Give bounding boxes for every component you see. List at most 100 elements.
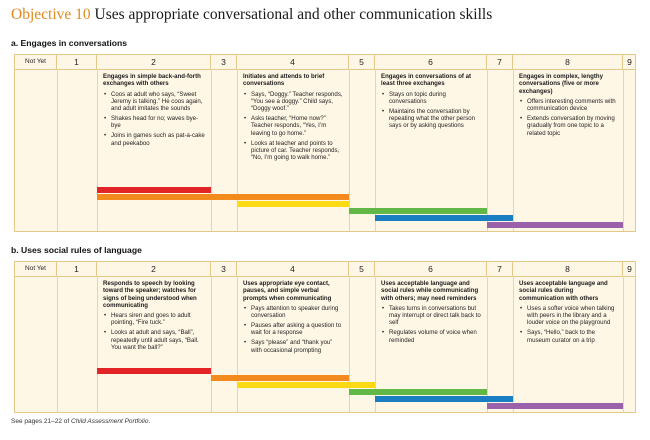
example-item: Offers interesting comments with communi… xyxy=(520,98,617,113)
progression-band-purple xyxy=(487,222,623,228)
column-header-4: 4 xyxy=(237,55,349,69)
objective-title-line: Objective 10 Uses appropriate conversati… xyxy=(11,6,492,24)
objective-title: Uses appropriate conversational and othe… xyxy=(94,6,493,23)
progression-band-blue xyxy=(375,396,513,402)
column-divider xyxy=(513,276,514,412)
descriptor-a-4: Engages in complex, lengthy conversation… xyxy=(519,73,617,140)
example-item: Looks at adult and says, “Ball”, repeate… xyxy=(104,329,205,351)
column-header-3: 3 xyxy=(211,55,237,69)
column-header-5: 5 xyxy=(349,262,375,276)
column-header-7: 7 xyxy=(487,55,513,69)
column-divider xyxy=(57,69,58,231)
progression-band-orange xyxy=(97,194,349,200)
descriptor-heading: Engages in complex, lengthy conversation… xyxy=(519,73,603,95)
section-heading-b: b. Uses social rules of language xyxy=(11,245,142,255)
footer-prefix: See pages 21–22 of xyxy=(11,418,71,425)
column-divider xyxy=(375,69,376,231)
example-item: Shakes head for no; waves bye-bye xyxy=(104,115,205,130)
progression-band-red xyxy=(97,187,211,193)
footer-suffix: . xyxy=(148,418,151,425)
column-header-6: 6 xyxy=(375,55,487,69)
column-divider xyxy=(349,69,350,231)
progression-band-yellow xyxy=(237,201,349,207)
column-divider xyxy=(97,69,98,231)
column-divider xyxy=(623,276,624,412)
example-list: Says, “Doggy.” Teacher responds, “You se… xyxy=(243,91,343,162)
column-header-3: 3 xyxy=(211,262,237,276)
descriptor-heading: Responds to speech by looking toward the… xyxy=(103,280,197,309)
progression-table-b: Not Yet 1 2 3 4 5 6 7 8 9 Responds to speech by l… xyxy=(14,261,636,413)
descriptor-heading: Initiates and attends to brief conversat… xyxy=(243,73,325,88)
objective-label: Objective 10 xyxy=(11,6,91,23)
progression-band-green xyxy=(349,389,487,395)
example-list: Offers interesting comments with communi… xyxy=(519,98,617,137)
column-header-9: 9 xyxy=(627,57,632,67)
descriptor-heading: Engages in conversations of at least thr… xyxy=(381,73,472,88)
column-divider xyxy=(97,276,98,412)
example-item: Says, “Doggy.” Teacher responds, “You se… xyxy=(244,91,343,113)
column-header-5: 5 xyxy=(349,55,375,69)
example-item: Regulates volume of voice when reminded xyxy=(382,329,481,344)
column-header-row: Not Yet 1 2 3 4 5 6 7 8 9 xyxy=(15,55,635,70)
column-header-6: 6 xyxy=(375,262,487,276)
progression-band-red xyxy=(97,368,211,374)
example-list: Uses a softer voice when talking with pe… xyxy=(519,305,617,344)
descriptor-a-1: Engages in simple back-and-forth exchang… xyxy=(103,73,205,149)
example-list: Coos at adult who says, “Sweet Jeremy is… xyxy=(103,91,205,147)
column-divider xyxy=(211,276,212,412)
descriptor-heading: Uses acceptable language and social rule… xyxy=(381,280,479,302)
column-divider xyxy=(487,276,488,412)
progression-table-a: Not Yet 1 2 3 4 5 6 7 8 9 Engages in simple back-… xyxy=(14,54,636,232)
descriptor-b-1: Responds to speech by looking toward the… xyxy=(103,280,205,354)
column-header-4: 4 xyxy=(237,262,349,276)
example-item: Joins in games such as pat-a-cake and pe… xyxy=(104,132,205,147)
descriptor-b-4: Uses acceptable language and social rule… xyxy=(519,280,617,347)
descriptor-a-3: Engages in conversations of at least thr… xyxy=(381,73,481,132)
example-item: Uses a softer voice when talking with pe… xyxy=(520,305,617,327)
example-item: Hears siren and goes to adult pointing, … xyxy=(104,312,205,327)
column-header-9: 9 xyxy=(627,264,632,274)
column-divider xyxy=(375,276,376,412)
example-list: Pays attention to speaker during convers… xyxy=(243,305,343,354)
example-list: Stays on topic during conversations Main… xyxy=(381,91,481,130)
column-header-2: 2 xyxy=(97,55,211,69)
section-heading-a: a. Engages in conversations xyxy=(11,38,128,48)
descriptor-heading: Uses appropriate eye contact, pauses, an… xyxy=(243,280,332,302)
progression-band-blue xyxy=(375,215,513,221)
footer-portfolio-title: Child Assessment Portfolio xyxy=(71,418,149,425)
descriptor-heading: Uses acceptable language and social rule… xyxy=(519,280,608,302)
column-divider xyxy=(57,276,58,412)
column-divider xyxy=(237,69,238,231)
progression-band-yellow xyxy=(237,382,375,388)
column-divider xyxy=(349,276,350,412)
descriptor-heading: Engages in simple back-and-forth exchang… xyxy=(103,73,201,88)
descriptor-b-3: Uses acceptable language and social rule… xyxy=(381,280,481,347)
footer-note: See pages 21–22 of Child Assessment Port… xyxy=(11,418,150,425)
example-item: Stays on topic during conversations xyxy=(382,91,481,106)
column-header-7: 7 xyxy=(487,262,513,276)
progression-band-orange xyxy=(211,375,349,381)
example-item: Maintains the conversation by repeating … xyxy=(382,108,481,130)
example-item: Extends conversation by moving gradually… xyxy=(520,115,617,137)
example-item: Coos at adult who says, “Sweet Jeremy is… xyxy=(104,91,205,113)
descriptor-b-2: Uses appropriate eye contact, pauses, an… xyxy=(243,280,343,356)
example-item: Pauses after asking a question to wait f… xyxy=(244,322,343,337)
descriptor-a-2: Initiates and attends to brief conversat… xyxy=(243,73,343,164)
column-header-1: 1 xyxy=(57,55,97,69)
example-item: Looks at teacher and points to picture o… xyxy=(244,140,343,162)
example-list: Hears siren and goes to adult pointing, … xyxy=(103,312,205,351)
example-item: Pays attention to speaker during convers… xyxy=(244,305,343,320)
column-header-8: 8 xyxy=(513,55,623,69)
example-item: Takes turns in conversations but may int… xyxy=(382,305,481,327)
column-divider xyxy=(513,69,514,231)
example-list: Takes turns in conversations but may int… xyxy=(381,305,481,344)
column-divider xyxy=(211,69,212,231)
example-item: Says, “Hello,” back to the museum curato… xyxy=(520,329,617,344)
column-header-row: Not Yet 1 2 3 4 5 6 7 8 9 xyxy=(15,262,635,277)
progression-band-purple xyxy=(487,403,623,409)
column-header-2: 2 xyxy=(97,262,211,276)
column-header-not-yet: Not Yet xyxy=(15,262,57,276)
column-header-8: 8 xyxy=(513,262,623,276)
example-item: Asks teacher, “Home now?” Teacher respon… xyxy=(244,115,343,137)
column-divider xyxy=(237,276,238,412)
